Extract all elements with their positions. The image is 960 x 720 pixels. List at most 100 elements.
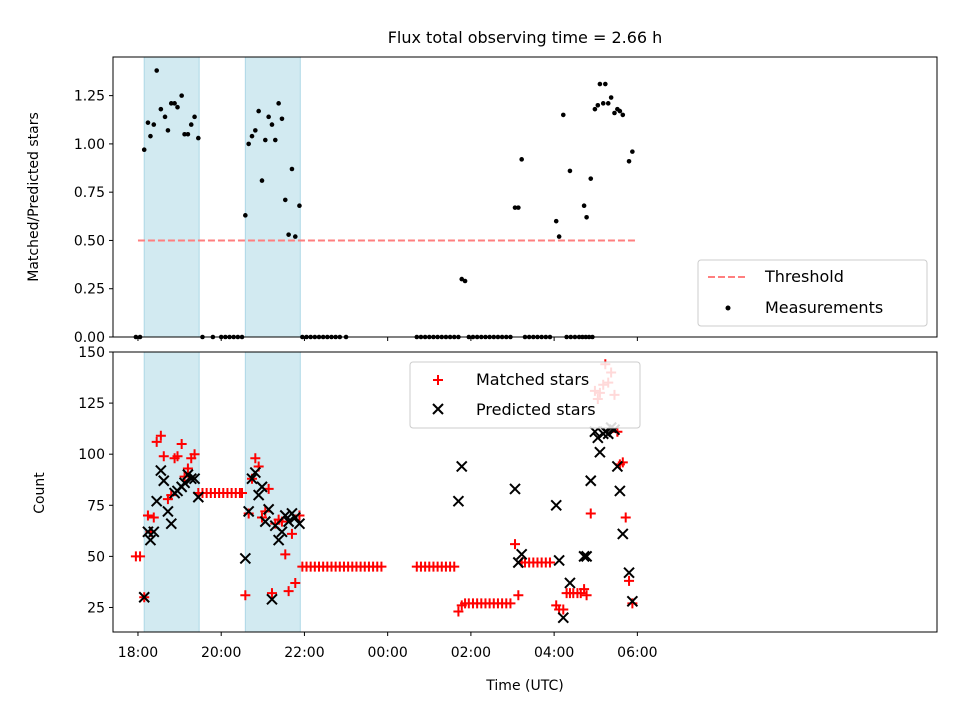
matched-star-point <box>627 598 638 609</box>
matched-star-point <box>453 606 464 617</box>
x-tick-label: 06:00 <box>617 645 657 661</box>
count-legend: Matched stars Predicted stars <box>409 361 641 429</box>
ratio-panel: 0.00 0.25 0.50 0.75 1.00 1.25 Matched/Predict… <box>26 56 938 346</box>
ratio-legend: Threshold Measurements <box>697 259 928 327</box>
legend-matched-label: Matched stars <box>476 370 589 389</box>
measurement-point <box>567 168 573 174</box>
predicted-star-point <box>158 475 170 487</box>
measurement-point <box>592 106 598 112</box>
matched-star-point <box>189 449 200 460</box>
predicted-star-point <box>162 505 174 518</box>
predicted-star-point <box>192 491 205 503</box>
predicted-star-point <box>594 446 606 458</box>
predicted-star-point <box>185 473 197 485</box>
measurement-point <box>462 278 468 284</box>
measurement-point <box>588 176 594 181</box>
matched-star-point <box>155 430 166 441</box>
predicted-star-point <box>509 483 521 495</box>
matched-star-point <box>558 604 569 615</box>
count-y-tick-label: 150 <box>78 345 105 361</box>
predicted-star-point <box>585 475 597 487</box>
predicted-star-point <box>282 515 295 528</box>
measurement-point <box>192 114 197 120</box>
measurement-point <box>603 81 608 87</box>
measurement-point <box>597 81 603 87</box>
predicted-star-point <box>148 526 160 538</box>
observing-window-bands <box>143 351 301 633</box>
measurement-point <box>273 137 278 143</box>
measurement-point <box>279 116 285 122</box>
count-x-ticks: 18:00 20:00 22:00 00:00 02:00 04:00 06:00 <box>118 632 658 661</box>
measurement-point <box>263 137 268 143</box>
legend-predicted-label: Predicted stars <box>476 400 596 419</box>
predicted-star-point <box>623 567 635 579</box>
matched-star-point <box>585 508 596 519</box>
count-y-axis-label: Count <box>32 472 48 514</box>
measurement-point <box>182 131 187 137</box>
measurement-point <box>626 158 632 164</box>
x-tick-label: 02:00 <box>451 645 491 661</box>
measurement-point <box>630 149 635 154</box>
ratio-y-axis-label: Matched/Predicted stars <box>26 112 42 282</box>
predicted-star-point <box>515 548 528 561</box>
measurement-point <box>608 95 614 100</box>
measurement-point <box>266 114 271 120</box>
measurement-point <box>289 166 295 172</box>
matched-star-point <box>376 561 387 572</box>
matched-star-point <box>135 551 146 562</box>
measurement-point <box>292 234 298 239</box>
ratio-y-tick-label: 1.00 <box>74 137 105 153</box>
measurement-point <box>141 147 147 152</box>
ratio-y-tick-label: 0.25 <box>74 282 105 298</box>
matched-star-point <box>237 488 248 499</box>
legend-matched-swatch <box>433 375 443 385</box>
measurement-point <box>259 178 265 183</box>
ratio-y-tick-label: 0.00 <box>74 330 105 346</box>
matched-star-point <box>283 586 294 597</box>
count-y-tick-label: 25 <box>87 600 105 616</box>
legend-predicted-swatch <box>432 403 444 415</box>
predicted-star-point <box>293 517 306 530</box>
predicted-star-point <box>256 481 268 493</box>
predicted-star-point <box>178 477 191 489</box>
matched-star-point <box>620 512 631 523</box>
legend-measurements-swatch <box>725 305 731 311</box>
matched-star-point <box>148 512 159 523</box>
measurement-point <box>243 213 248 218</box>
measurement-point <box>512 205 518 210</box>
matched-star-point <box>158 451 169 462</box>
predicted-star-point <box>272 534 285 546</box>
measurement-point <box>620 112 626 118</box>
ratio-plot-frame <box>112 56 938 338</box>
measurement-point <box>256 108 261 114</box>
predicted-star-point <box>188 473 201 485</box>
matched-star-point <box>579 584 590 595</box>
matched-star-point <box>151 436 162 447</box>
measurement-point <box>253 128 258 133</box>
legend-measurements-label: Measurements <box>765 298 883 317</box>
measurement-point <box>162 114 168 120</box>
matched-star-point <box>266 588 277 599</box>
x-tick-label: 00:00 <box>367 645 407 661</box>
predicted-star-point <box>262 503 275 516</box>
measurement-point <box>154 68 159 73</box>
measurement-point <box>158 106 164 112</box>
measurement-point <box>556 234 562 239</box>
matched-star-point <box>510 539 521 550</box>
measurement-point <box>560 112 566 118</box>
predicted-star-point <box>602 428 614 440</box>
x-tick-label: 04:00 <box>534 645 574 661</box>
chart-title: Flux total observing time = 2.66 h <box>388 28 663 47</box>
predicted-star-point <box>580 550 593 563</box>
count-y-tick-label: 50 <box>87 549 105 565</box>
matched-star-point <box>142 510 153 521</box>
matched-star-point <box>513 590 524 601</box>
predicted-star-point <box>452 495 465 507</box>
measurement-point <box>519 157 524 162</box>
predicted-star-point <box>578 550 590 563</box>
matched-star-point <box>286 528 297 539</box>
measurement-points <box>133 68 635 340</box>
count-y-tick-label: 75 <box>87 498 105 514</box>
measurement-point <box>145 120 151 125</box>
